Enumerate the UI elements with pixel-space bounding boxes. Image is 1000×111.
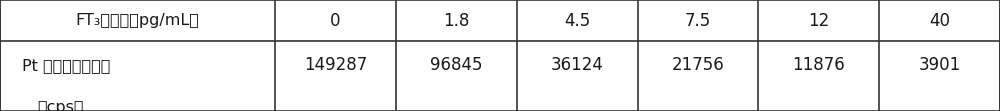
Text: 12: 12 — [808, 12, 829, 30]
Text: 40: 40 — [929, 12, 950, 30]
Text: Pt 脉冲信号的数量: Pt 脉冲信号的数量 — [22, 58, 110, 73]
Text: 96845: 96845 — [430, 56, 483, 74]
Text: 0: 0 — [330, 12, 341, 30]
Text: 149287: 149287 — [304, 56, 367, 74]
Text: （cps）: （cps） — [37, 100, 84, 111]
Text: FT₃校准品（pg/mL）: FT₃校准品（pg/mL） — [76, 13, 199, 28]
Text: 11876: 11876 — [792, 56, 845, 74]
Text: 4.5: 4.5 — [564, 12, 590, 30]
Text: 36124: 36124 — [551, 56, 604, 74]
Text: 21756: 21756 — [672, 56, 724, 74]
Text: 1.8: 1.8 — [443, 12, 469, 30]
Text: 7.5: 7.5 — [685, 12, 711, 30]
Text: 3901: 3901 — [918, 56, 961, 74]
